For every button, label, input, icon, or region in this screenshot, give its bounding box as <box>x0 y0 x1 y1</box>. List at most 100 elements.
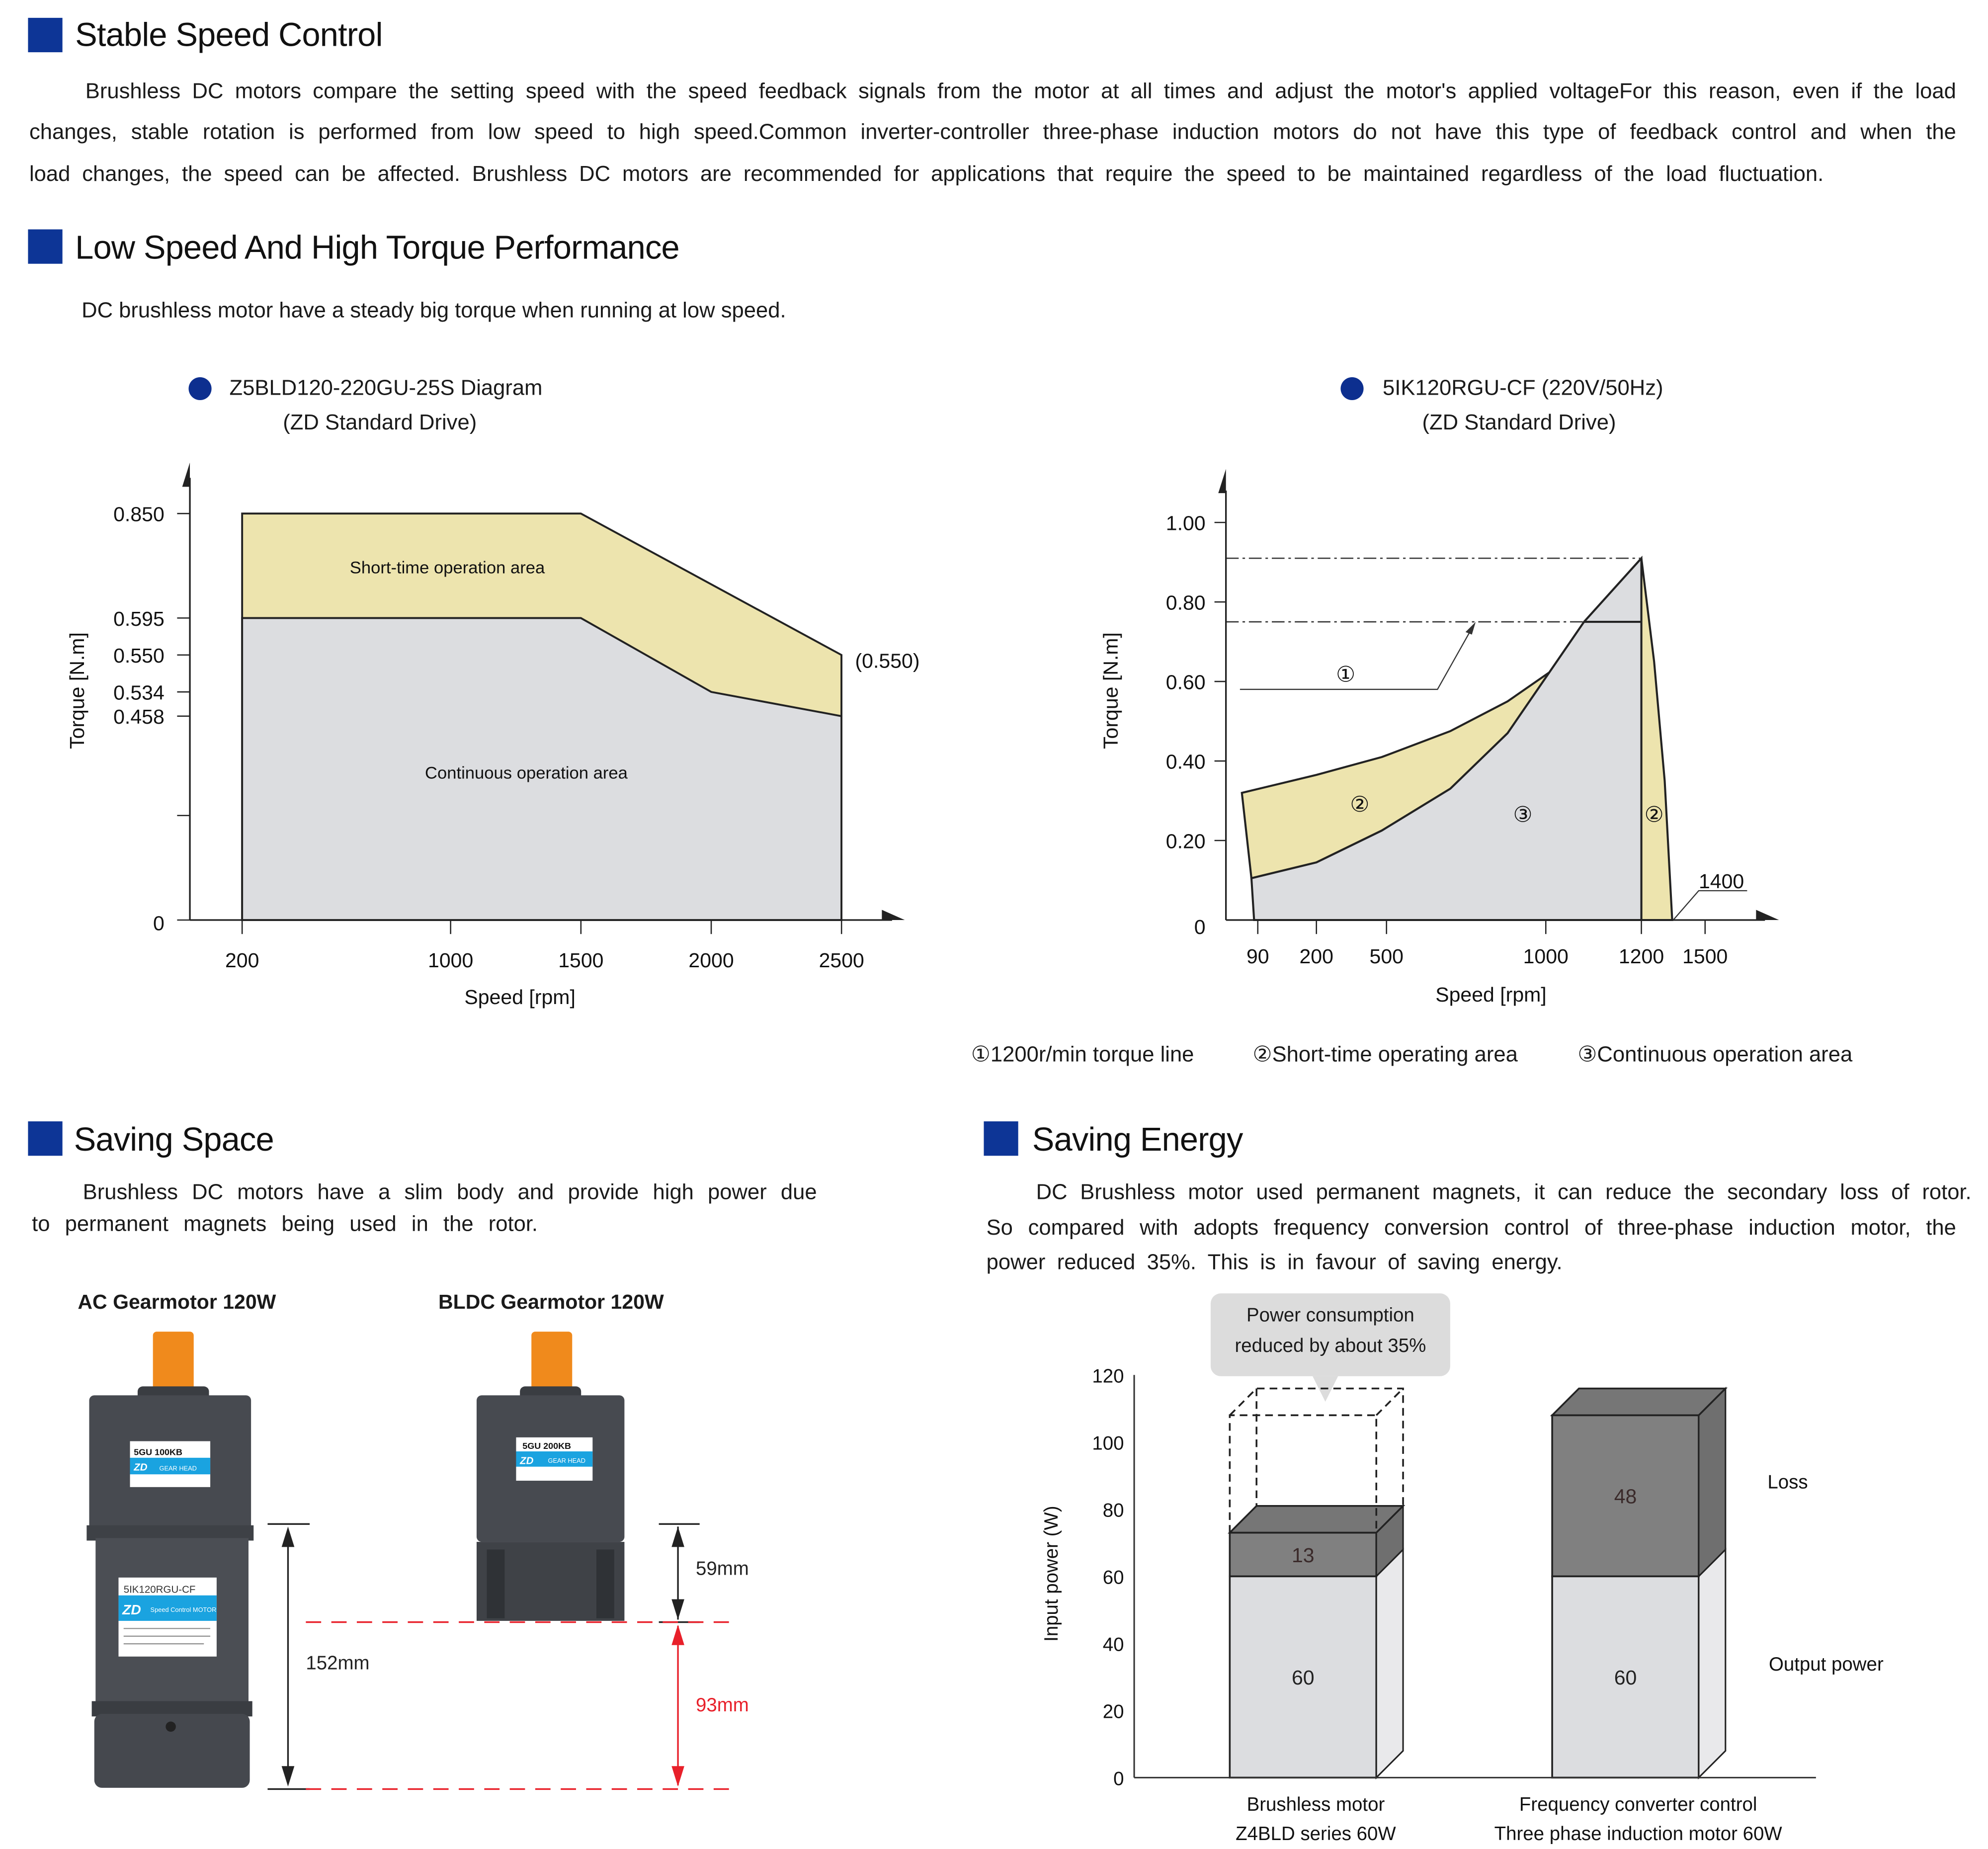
x-tick-label: 500 <box>1370 945 1404 968</box>
callout-arrow-icon <box>1465 622 1476 635</box>
x-tick-label: 2000 <box>688 949 734 972</box>
paragraph-line: to permanent magnets being used in the r… <box>32 1212 538 1236</box>
x-axis-arrow-icon <box>882 910 905 920</box>
paragraph-line: changes, stable rotation is performed fr… <box>29 119 1956 144</box>
y-tick-label: 0.40 <box>1166 750 1206 773</box>
y-tick-label: 60 <box>1103 1567 1124 1589</box>
y-tick-label: 0 <box>1194 916 1206 938</box>
y-tick-label: 0 <box>153 912 165 935</box>
bar-top <box>1228 1505 1406 1534</box>
y-tick-label: 120 <box>1092 1366 1124 1387</box>
chart2-legend-item: ③Continuous operation area <box>1577 1042 1853 1067</box>
bar-side <box>1698 1386 1727 1579</box>
bldc-motor-image: 5GU 200KB ZD GEAR HEAD <box>476 1332 625 1621</box>
bldc-gear-plate-text: 5GU 200KB <box>522 1441 571 1451</box>
dimension-label-93: 93mm <box>696 1694 749 1716</box>
bar-value-label: 48 <box>1614 1485 1637 1508</box>
section-title-stable: Stable Speed Control <box>75 15 383 54</box>
x-tick-label: 1000 <box>428 949 473 972</box>
region-marker: ② <box>1350 793 1369 817</box>
energy-callout: Power consumption reduced by about 35% <box>1210 1293 1450 1376</box>
area-label: Continuous operation area <box>425 763 628 782</box>
paragraph-line: power reduced 35%. This is in favour of … <box>986 1250 1563 1274</box>
area-label: Short-time operation area <box>350 559 545 578</box>
x-tick-label: 1200 <box>1619 945 1664 968</box>
brand-logo: ZD <box>122 1601 141 1617</box>
legend-output: Output power <box>1769 1654 1884 1675</box>
y-tick-label: 0.80 <box>1166 591 1206 614</box>
paragraph-line: Brushless DC motors have a slim body and… <box>83 1179 817 1204</box>
section-title-energy: Saving Energy <box>1032 1120 1243 1159</box>
bar-value-label: 60 <box>1614 1666 1637 1689</box>
chart2-subtitle: (ZD Standard Drive) <box>1422 410 1616 435</box>
y-axis-label: Torque [N.m] <box>1099 632 1122 749</box>
x-tick-label: 2500 <box>819 949 864 972</box>
y-tick-label: 80 <box>1103 1500 1124 1521</box>
section-title-torque: Low Speed And High Torque Performance <box>75 228 679 266</box>
bldc-motor-label: BLDC Gearmotor 120W <box>438 1292 664 1314</box>
chart1-title: Z5BLD120-220GU-25S Diagram <box>229 376 543 401</box>
y-tick-label: 20 <box>1103 1701 1124 1723</box>
region-marker: ① <box>1336 663 1355 687</box>
category-label: Z4BLD series 60W <box>1236 1823 1396 1845</box>
y-tick-label: 0.60 <box>1166 671 1206 693</box>
x-tick-label: 1000 <box>1523 945 1569 968</box>
section-marker-icon <box>28 229 63 264</box>
bar-side <box>1375 1547 1404 1780</box>
ac-motor-plate-text: 5IK120RGU-CF <box>124 1584 196 1596</box>
y-tick-label: 0.550 <box>113 644 165 667</box>
y-tick-label: 0.850 <box>113 503 165 526</box>
ac-gear-plate-text: 5GU 100KB <box>134 1447 182 1457</box>
section-marker-icon <box>28 17 63 53</box>
y-tick-label: 0.458 <box>113 705 165 728</box>
paragraph-line: load changes, the speed can be affected.… <box>29 162 1824 186</box>
callout-line: reduced by about 35% <box>1235 1335 1426 1357</box>
section-subtitle: DC brushless motor have a steady big tor… <box>82 298 786 323</box>
bullet-icon <box>188 377 212 401</box>
chart2-title: 5IK120RGU-CF (220V/50Hz) <box>1383 376 1663 401</box>
gear-head-text: GEAR HEAD <box>160 1465 197 1472</box>
y-tick-label: 0.595 <box>113 607 165 630</box>
category-label: Three phase induction motor 60W <box>1494 1823 1783 1845</box>
bullet-icon <box>1340 377 1364 401</box>
speed-control-text: Speed Control MOTOR <box>151 1606 217 1613</box>
category-label: Frequency converter control <box>1519 1794 1757 1815</box>
x-axis-label: Speed [rpm] <box>1435 983 1546 1006</box>
paragraph-line: Brushless DC motors compare the setting … <box>85 79 1956 103</box>
category-label: Brushless motor <box>1247 1794 1385 1815</box>
annotation-label: 1400 <box>1699 870 1744 893</box>
chart1-subtitle: (ZD Standard Drive) <box>283 410 477 435</box>
brand-logo: ZD <box>519 1455 534 1467</box>
ac-motor-label: AC Gearmotor 120W <box>78 1292 276 1314</box>
region-marker: ② <box>1645 803 1664 827</box>
section-marker-icon <box>28 1121 63 1156</box>
dimension-label-59: 59mm <box>696 1558 749 1580</box>
short-time-area-right <box>1640 558 1673 922</box>
y-tick-label: 40 <box>1103 1634 1124 1656</box>
y-tick-label: 0 <box>1113 1768 1124 1790</box>
output-segment <box>1551 1575 1700 1779</box>
section-marker-icon <box>984 1121 1018 1156</box>
ac-motor-image: 5GU 100KB ZD GEAR HEAD 5IK120RGU-CF ZD S… <box>86 1332 254 1788</box>
y-tick-label: 1.00 <box>1166 512 1206 535</box>
bar-side <box>1698 1547 1727 1780</box>
bar-value-label: 60 <box>1292 1666 1315 1689</box>
dimension-93mm <box>306 1621 729 1790</box>
y-tick-label: 0.20 <box>1166 830 1206 852</box>
paragraph-line: DC Brushless motor used permanent magnet… <box>1036 1179 1972 1204</box>
y-tick-label: 0.534 <box>113 681 165 704</box>
annotation-label: (0.550) <box>855 649 920 672</box>
chart2-legend-item: ②Short-time operating area <box>1252 1042 1518 1067</box>
dimension-152mm <box>267 1523 310 1790</box>
y-tick-label: 100 <box>1092 1433 1124 1454</box>
y-axis-label: Input power (W) <box>1041 1506 1062 1641</box>
section-title-space: Saving Space <box>74 1120 274 1159</box>
region-marker: ③ <box>1513 803 1533 827</box>
x-tick-label: 1500 <box>558 949 603 972</box>
x-axis-label: Speed [rpm] <box>464 986 575 1009</box>
paragraph-line: So compared with adopts frequency conver… <box>986 1215 1956 1240</box>
y-axis-label: Torque [N.m] <box>66 632 88 749</box>
